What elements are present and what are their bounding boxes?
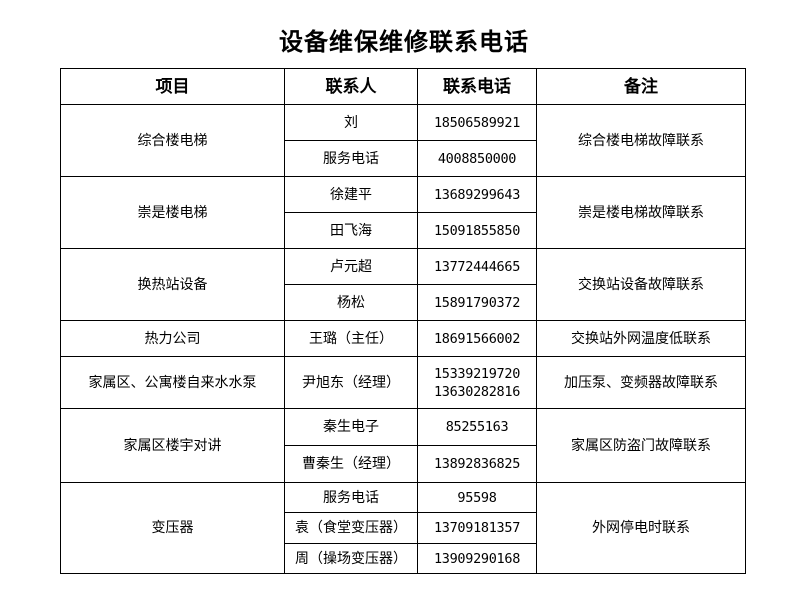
phone-cell: 18506589921	[417, 104, 537, 141]
note-cell: 综合楼电梯故障联系	[536, 104, 746, 177]
contact-name-cell: 秦生电子	[284, 408, 418, 446]
phone-cell: 13689299643	[417, 176, 537, 213]
phone-cell: 13709181357	[417, 512, 537, 544]
contact-name-cell: 曹秦生（经理）	[284, 445, 418, 483]
table-row: 综合楼电梯刘 18506589921 综合楼电梯故障联系	[60, 104, 746, 177]
note-cell: 交换站外网温度低联系	[536, 320, 746, 357]
note-cell: 加压泵、变频器故障联系	[536, 356, 746, 409]
contact-name-cell: 尹旭东（经理）	[284, 356, 418, 409]
item-cell: 家属区、公寓楼自来水水泵	[60, 356, 285, 409]
table-row: 崇是楼电梯 徐建平 13689299643 崇是楼电梯故障联系	[60, 176, 746, 249]
item-cell: 家属区楼宇对讲	[60, 408, 285, 483]
table-row: 周（操场变压器） 13909290168	[61, 543, 746, 574]
contact-name-cell: 杨松	[284, 284, 418, 321]
phone-cell: 85255163	[417, 408, 537, 446]
table-row: 田飞海 15091855850	[61, 212, 746, 249]
phone-cell: 18691566002	[417, 320, 537, 357]
phone-cell: 15891790372	[417, 284, 537, 321]
item-cell: 换热站设备	[60, 248, 285, 321]
contact-name-cell: 徐建平	[284, 176, 418, 213]
item-cell: 变压器	[60, 482, 285, 574]
note-cell: 交换站设备故障联系	[536, 248, 746, 321]
header-contact: 联系人	[284, 68, 418, 105]
contact-name-cell: 卢元超	[284, 248, 418, 285]
note-cell: 家属区防盗门故障联系	[536, 408, 746, 483]
item-cell: 崇是楼电梯	[60, 176, 285, 249]
phone-cell: 13909290168	[417, 543, 537, 574]
contact-name-cell: 服务电话	[284, 482, 418, 513]
contact-name-cell: 袁（食堂变压器）	[284, 512, 418, 544]
table-row: 曹秦生（经理） 13892836825	[61, 445, 746, 483]
table-row: 热力公司 王璐（主任） 18691566002 交换站外网温度低联系	[60, 320, 746, 357]
contact-name-cell: 王璐（主任）	[284, 320, 418, 357]
table-row: 服务电话 4008850000	[61, 140, 746, 177]
contact-name-cell: 周（操场变压器）	[284, 543, 418, 574]
phone-cell: 13892836825	[417, 445, 537, 483]
contact-table: 项目 联系人 联系电话 备注 综合楼电梯刘 18506589921 综合楼电梯故障联…	[60, 68, 746, 574]
table-row: 换热站设备 卢元超 13772444665 交换站设备故障联系	[60, 248, 746, 321]
phone-cell: 4008850000	[417, 140, 537, 177]
item-cell: 热力公司	[60, 320, 285, 357]
header-phone: 联系电话	[417, 68, 537, 105]
contact-name-cell: 刘	[284, 104, 418, 141]
phone-cell: 15091855850	[417, 212, 537, 249]
phone-cell: 95598	[417, 482, 537, 513]
table-row: 杨松 15891790372	[61, 284, 746, 321]
item-cell: 综合楼电梯	[60, 104, 285, 177]
phone-number-2: 13630282816	[433, 383, 521, 400]
note-cell: 崇是楼电梯故障联系	[536, 176, 746, 249]
table-row: 家属区楼宇对讲 秦生电子 85255163 家属区防盗门故障联系	[60, 408, 746, 483]
table-row: 变压器 服务电话 95598 外网停电时联系	[60, 482, 746, 574]
table-header-row: 项目 联系人 联系电话 备注	[60, 68, 746, 105]
phone-cell: 15339219720 13630282816	[417, 356, 537, 409]
table-row: 家属区、公寓楼自来水水泵 尹旭东（经理） 15339219720 1363028281…	[60, 356, 746, 409]
phone-cell: 13772444665	[417, 248, 537, 285]
phone-number: 15339219720	[433, 365, 521, 382]
header-note: 备注	[536, 68, 746, 105]
contact-name-cell: 田飞海	[284, 212, 418, 249]
header-item: 项目	[60, 68, 285, 105]
page-title: 设备维保维修联系电话	[279, 27, 529, 56]
table-row: 袁（食堂变压器） 13709181357	[61, 512, 746, 544]
contact-name-cell: 服务电话	[284, 140, 418, 177]
note-cell: 外网停电时联系	[536, 482, 746, 574]
